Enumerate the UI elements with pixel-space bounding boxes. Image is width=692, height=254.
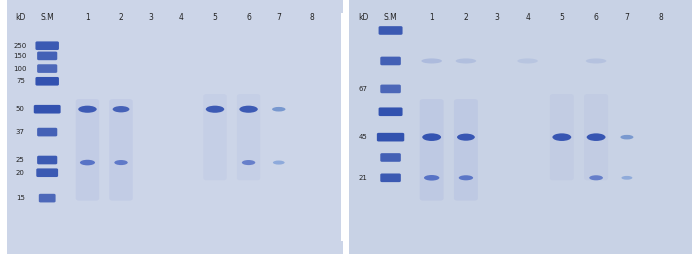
- FancyBboxPatch shape: [37, 156, 57, 164]
- Text: 7: 7: [624, 13, 629, 22]
- Text: 4: 4: [525, 13, 530, 22]
- FancyBboxPatch shape: [454, 99, 478, 201]
- Text: 3: 3: [494, 13, 499, 22]
- Ellipse shape: [457, 134, 475, 141]
- Text: 50: 50: [16, 106, 25, 112]
- FancyBboxPatch shape: [75, 99, 99, 201]
- Text: 8: 8: [659, 13, 664, 22]
- Text: 4: 4: [179, 13, 184, 22]
- Ellipse shape: [272, 107, 286, 112]
- Text: 1: 1: [429, 13, 434, 22]
- FancyBboxPatch shape: [237, 94, 260, 180]
- Text: 3: 3: [149, 13, 154, 22]
- Text: 100: 100: [14, 66, 27, 72]
- Text: 1: 1: [85, 13, 90, 22]
- FancyBboxPatch shape: [39, 194, 55, 202]
- Ellipse shape: [552, 133, 572, 141]
- FancyBboxPatch shape: [377, 133, 404, 141]
- Text: S.M: S.M: [383, 13, 397, 22]
- Text: 25: 25: [16, 157, 25, 163]
- Ellipse shape: [589, 175, 603, 180]
- FancyBboxPatch shape: [379, 107, 403, 116]
- Ellipse shape: [273, 161, 284, 165]
- Ellipse shape: [586, 58, 606, 64]
- Text: 20: 20: [16, 170, 25, 176]
- Ellipse shape: [242, 160, 255, 165]
- FancyBboxPatch shape: [584, 94, 608, 180]
- Text: 21: 21: [358, 175, 367, 181]
- FancyBboxPatch shape: [381, 153, 401, 162]
- Ellipse shape: [421, 58, 442, 64]
- Text: 37: 37: [16, 129, 25, 135]
- Text: kD: kD: [358, 13, 368, 22]
- FancyBboxPatch shape: [109, 99, 133, 201]
- Text: 75: 75: [16, 78, 25, 84]
- FancyBboxPatch shape: [203, 94, 227, 180]
- FancyBboxPatch shape: [379, 26, 403, 35]
- Ellipse shape: [518, 58, 538, 64]
- Ellipse shape: [113, 106, 129, 112]
- FancyBboxPatch shape: [419, 99, 444, 201]
- Text: 2: 2: [464, 13, 468, 22]
- FancyBboxPatch shape: [34, 105, 61, 114]
- Text: S.M: S.M: [40, 13, 54, 22]
- FancyBboxPatch shape: [381, 85, 401, 93]
- FancyBboxPatch shape: [37, 52, 57, 60]
- Ellipse shape: [422, 133, 441, 141]
- Text: 8: 8: [310, 13, 315, 22]
- Ellipse shape: [621, 176, 632, 180]
- Text: 250: 250: [14, 43, 27, 49]
- Text: 2: 2: [118, 13, 123, 22]
- FancyBboxPatch shape: [550, 94, 574, 180]
- Text: kD: kD: [15, 13, 26, 22]
- Ellipse shape: [459, 175, 473, 180]
- Text: 7: 7: [276, 13, 281, 22]
- Text: 5: 5: [212, 13, 217, 22]
- Text: 45: 45: [358, 134, 367, 140]
- Ellipse shape: [80, 160, 95, 165]
- Text: 67: 67: [358, 86, 367, 92]
- FancyBboxPatch shape: [35, 41, 59, 50]
- Ellipse shape: [587, 133, 606, 141]
- Ellipse shape: [114, 160, 128, 165]
- Ellipse shape: [424, 175, 439, 181]
- Ellipse shape: [621, 135, 633, 139]
- FancyBboxPatch shape: [381, 173, 401, 182]
- FancyBboxPatch shape: [37, 64, 57, 73]
- FancyBboxPatch shape: [36, 168, 58, 177]
- Ellipse shape: [239, 106, 258, 113]
- Text: 6: 6: [246, 13, 251, 22]
- Ellipse shape: [455, 58, 476, 64]
- Ellipse shape: [78, 106, 97, 113]
- Text: 5: 5: [559, 13, 564, 22]
- Ellipse shape: [206, 106, 224, 113]
- FancyBboxPatch shape: [35, 77, 59, 86]
- Text: 150: 150: [14, 53, 27, 59]
- FancyBboxPatch shape: [381, 57, 401, 65]
- Text: 6: 6: [594, 13, 599, 22]
- FancyBboxPatch shape: [37, 128, 57, 136]
- Text: 15: 15: [16, 195, 25, 201]
